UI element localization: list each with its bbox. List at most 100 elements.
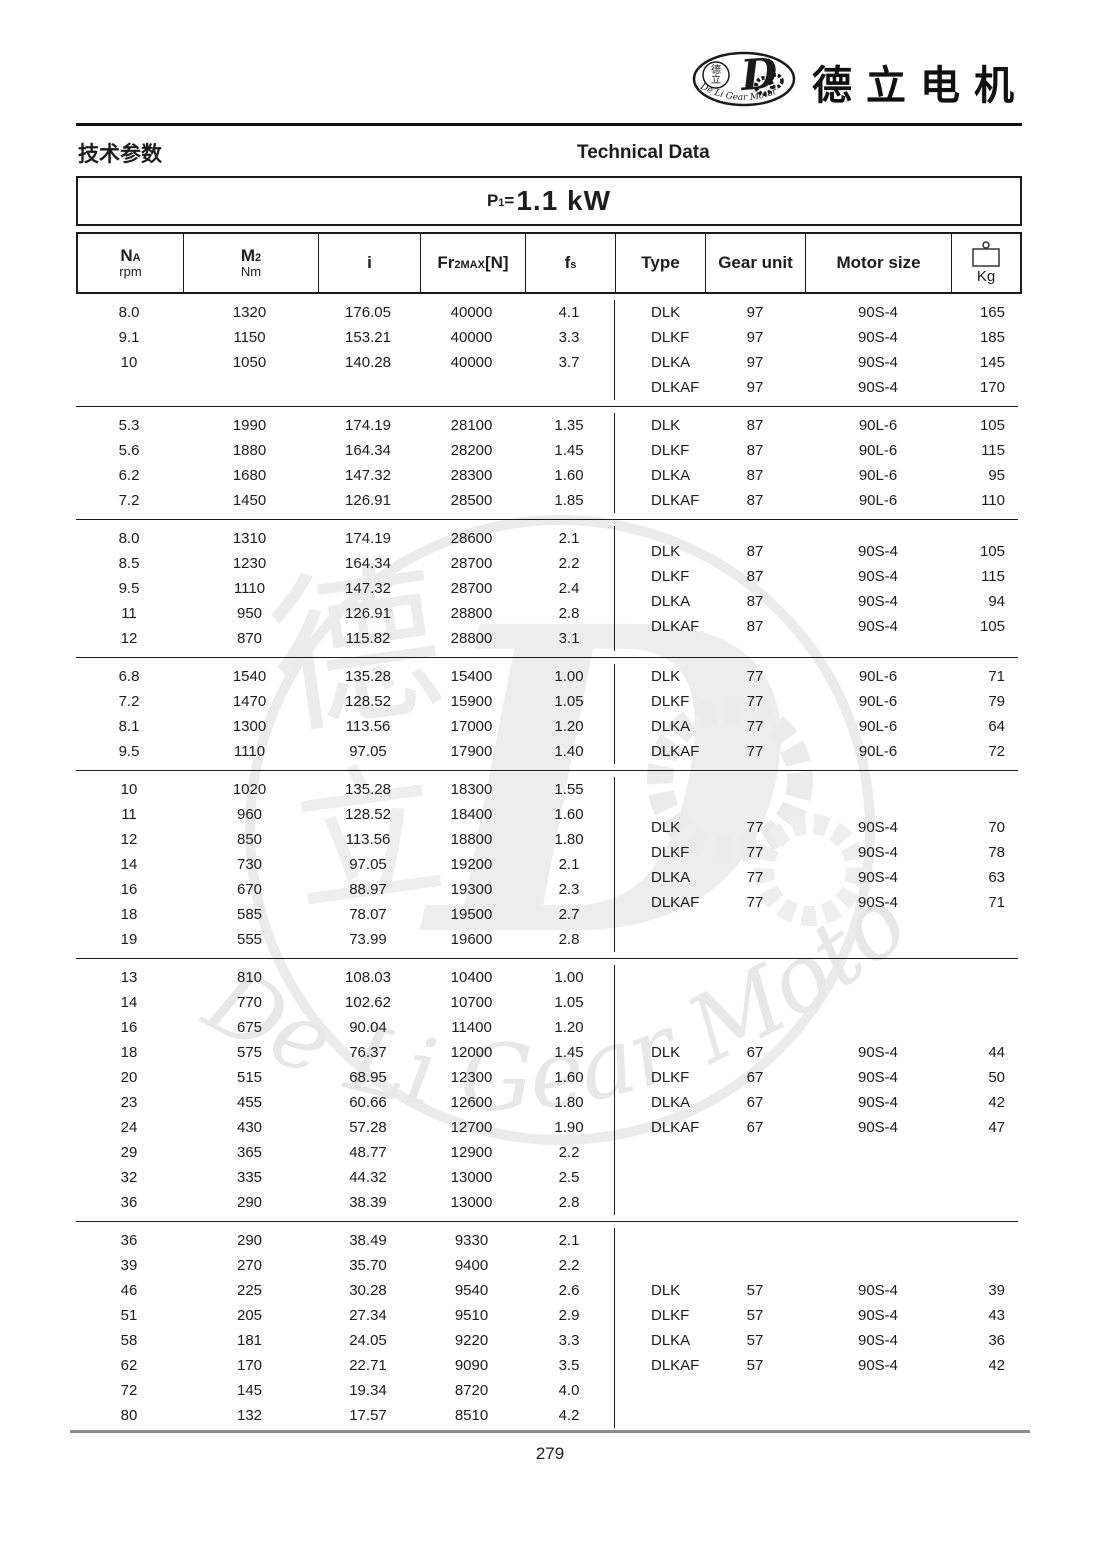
table-cell: 27.34 — [349, 1307, 387, 1324]
table-cell: DLK — [651, 417, 681, 434]
col-header-i: i — [319, 234, 421, 292]
table-cell: DLKF — [651, 567, 690, 585]
table-cell: 90L-6 — [858, 668, 898, 685]
table-cell: 1110 — [233, 743, 266, 760]
table-cell: 72 — [988, 743, 1005, 760]
table-cell: 1.80 — [554, 1094, 584, 1111]
power-label: P1= — [486, 191, 515, 210]
table-cell: DLKF — [651, 442, 690, 459]
table-cell: 7.2 — [118, 492, 140, 509]
table-cell: 2.5 — [558, 1169, 580, 1186]
table-cell: 2.3 — [558, 881, 580, 898]
block-right-columns: DLK 87 90S-4 105 DLKF 87 90S-4 115 DLKA 87 90S-4 94… — [614, 526, 1019, 651]
table-cell: DLKAF — [651, 743, 700, 760]
block-right-columns: DLK 77 90L-6 71 DLKF 77 90L-6 79 DLKA 77 90L-6 64 DL… — [614, 664, 1019, 764]
table-cell: 18800 — [450, 831, 493, 848]
table-cell: 77 — [746, 743, 764, 760]
table-cell: 165 — [979, 304, 1005, 321]
table-cell: 17900 — [450, 743, 493, 760]
table-cell: 113.56 — [345, 718, 391, 735]
table-cell: 113.56 — [345, 831, 391, 848]
table-cell: 77 — [746, 893, 764, 911]
table-cell: 2.8 — [558, 605, 580, 622]
table-cell: 48.77 — [349, 1144, 387, 1161]
table-cell: 9540 — [454, 1282, 489, 1299]
table-cell: 15900 — [450, 693, 493, 710]
table-cell: 90S-4 — [857, 868, 899, 886]
table-cell: 8.5 — [118, 555, 140, 572]
table-cell: DLKA — [651, 868, 691, 886]
table-cell: 90S-4 — [857, 1069, 899, 1086]
table-cell: 1880 — [232, 442, 267, 459]
table-cell: 3.1 — [558, 630, 580, 647]
table-cell: DLKAF — [651, 1357, 700, 1374]
table-cell: 147.32 — [345, 580, 391, 597]
table-cell: 1.80 — [554, 831, 584, 848]
table-cell: 76.37 — [349, 1044, 387, 1061]
table-cell: 128.52 — [345, 693, 391, 710]
table-cell: 2.2 — [558, 1144, 580, 1161]
table-cell: 5.3 — [118, 417, 140, 434]
col-header-motor-size: Motor size — [806, 234, 952, 292]
table-cell: 105 — [979, 617, 1005, 635]
table-cell: 1.45 — [554, 442, 584, 459]
table-cell: 181 — [236, 1332, 263, 1349]
table-cell: 90L-6 — [858, 693, 898, 710]
table-cell: 87 — [746, 592, 764, 610]
table-cell: 71 — [988, 893, 1005, 911]
table-cell: 1.20 — [554, 1019, 584, 1036]
table-cell: 4.2 — [558, 1407, 580, 1424]
table-cell: 430 — [236, 1119, 263, 1136]
table-cell: 174.19 — [345, 417, 391, 434]
table-block: 10 1020 135.28 18300 1.55 11 960 128.52 18400 1.6… — [76, 771, 1018, 959]
table-cell: 9.5 — [118, 743, 140, 760]
table-cell: 225 — [236, 1282, 263, 1299]
table-cell: 14 — [120, 994, 138, 1011]
section-title-en: Technical Data — [577, 142, 710, 163]
table-cell: 2.2 — [558, 1257, 580, 1274]
table-cell: 43 — [988, 1307, 1005, 1324]
table-cell: 135.28 — [345, 781, 391, 798]
block-left-columns: 6.8 1540 135.28 15400 1.00 7.2 1470 128.52 15900… — [76, 664, 614, 764]
table-cell: 126.91 — [345, 492, 391, 509]
table-cell: 88.97 — [349, 881, 387, 898]
table-cell: 147.32 — [345, 467, 391, 484]
table-cell: 97.05 — [349, 856, 387, 873]
table-cell: 90S-4 — [857, 542, 899, 560]
block-left-columns: 13 810 108.03 10400 1.00 14 770 102.62 10700 1.05… — [76, 965, 614, 1215]
table-cell: 3.3 — [558, 329, 580, 346]
table-cell: 36 — [120, 1232, 138, 1249]
table-cell: 17.57 — [349, 1407, 387, 1424]
table-cell: 90S-4 — [857, 818, 899, 836]
table-cell: 2.1 — [558, 1232, 580, 1249]
table-cell: 153.21 — [345, 329, 391, 346]
table-cell: 6.8 — [118, 668, 140, 685]
table-cell: 176.05 — [345, 304, 391, 321]
table-cell: 365 — [236, 1144, 263, 1161]
table-cell: 105 — [979, 417, 1005, 434]
table-cell: 97 — [746, 379, 764, 396]
table-cell: 57 — [746, 1332, 764, 1349]
table-cell: 18300 — [450, 781, 493, 798]
table-cell: 28700 — [450, 580, 493, 597]
table-cell: 140.28 — [345, 354, 391, 371]
table-cell: 2.1 — [558, 530, 580, 547]
table-cell: 9.5 — [118, 580, 140, 597]
table-cell: 1.55 — [554, 781, 584, 798]
table-cell: 90S-4 — [857, 329, 899, 346]
col-header-kg: Kg — [952, 234, 1020, 292]
table-cell: 12000 — [450, 1044, 493, 1061]
table-cell: 40000 — [450, 329, 493, 346]
table-cell: 12 — [120, 630, 138, 647]
table-cell: 8.1 — [118, 718, 140, 735]
table-cell: 36 — [120, 1194, 138, 1211]
table-cell: 10700 — [450, 994, 493, 1011]
table-cell: 40000 — [450, 354, 493, 371]
table-body: 8.0 1320 176.05 40000 4.1 9.1 1150 153.21 40000 3… — [76, 294, 1018, 1434]
table-cell: DLKAF — [651, 492, 700, 509]
table-cell: 12900 — [450, 1144, 493, 1161]
table-cell: DLK — [651, 542, 681, 560]
table-cell: DLKAF — [651, 617, 700, 635]
table-cell: 1150 — [233, 329, 266, 346]
table-cell: 1.20 — [554, 718, 584, 735]
